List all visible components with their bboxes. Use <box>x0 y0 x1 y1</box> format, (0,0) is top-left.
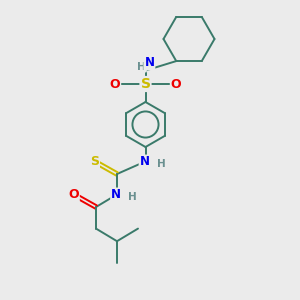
Text: S: S <box>90 155 99 168</box>
Text: H: H <box>137 61 146 72</box>
Text: S: S <box>140 77 151 91</box>
Text: O: O <box>171 77 182 91</box>
Text: N: N <box>144 56 154 70</box>
Text: H: H <box>157 159 166 170</box>
Text: O: O <box>68 188 79 201</box>
Text: N: N <box>140 155 150 169</box>
Text: O: O <box>110 77 120 91</box>
Text: N: N <box>111 188 121 202</box>
Text: H: H <box>128 192 137 203</box>
